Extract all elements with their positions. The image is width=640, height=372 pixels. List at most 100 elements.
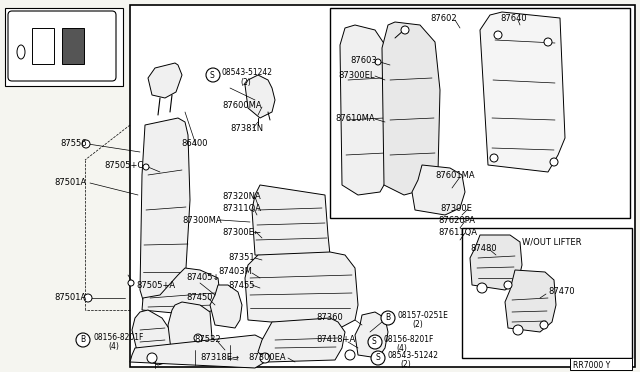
- Circle shape: [260, 353, 270, 363]
- Circle shape: [82, 140, 90, 148]
- Bar: [5, 8, 123, 86]
- Text: RR7000 Y: RR7000 Y: [573, 360, 611, 369]
- Text: (4): (4): [396, 344, 407, 353]
- Polygon shape: [480, 12, 565, 172]
- Text: S: S: [375, 353, 380, 362]
- Text: 87381N: 87381N: [230, 124, 263, 132]
- Text: 87360: 87360: [316, 314, 343, 323]
- FancyBboxPatch shape: [8, 11, 116, 81]
- Text: 08157-0251E: 08157-0251E: [398, 311, 449, 320]
- Text: 87532: 87532: [194, 336, 221, 344]
- Text: 87556: 87556: [60, 138, 86, 148]
- Ellipse shape: [17, 45, 25, 59]
- Text: 87610MA: 87610MA: [335, 113, 374, 122]
- Text: 87640: 87640: [500, 13, 527, 22]
- Polygon shape: [148, 63, 182, 98]
- Text: 87351: 87351: [228, 253, 255, 263]
- Circle shape: [544, 38, 552, 46]
- Text: 87300MA: 87300MA: [182, 215, 221, 224]
- Polygon shape: [382, 22, 440, 195]
- Polygon shape: [258, 318, 345, 362]
- Text: 87450: 87450: [186, 294, 212, 302]
- Bar: [462, 228, 632, 358]
- Text: (2): (2): [400, 360, 411, 369]
- Text: 87403M: 87403M: [218, 267, 252, 276]
- Text: 87611QA: 87611QA: [438, 228, 477, 237]
- Text: (4): (4): [108, 343, 119, 352]
- Text: B: B: [385, 314, 390, 323]
- Text: 87311QA: 87311QA: [222, 203, 261, 212]
- Text: (2): (2): [240, 77, 251, 87]
- Text: 87455: 87455: [228, 280, 255, 289]
- Bar: [330, 8, 630, 218]
- Text: 87505+C: 87505+C: [104, 160, 143, 170]
- Circle shape: [368, 335, 382, 349]
- Text: 87320NA: 87320NA: [222, 192, 260, 201]
- Polygon shape: [140, 118, 190, 305]
- Circle shape: [147, 353, 157, 363]
- Text: S: S: [210, 71, 215, 80]
- Text: 87300EL: 87300EL: [338, 71, 374, 80]
- Polygon shape: [355, 312, 388, 358]
- Circle shape: [381, 311, 395, 325]
- Text: 08156-8201F: 08156-8201F: [93, 333, 143, 341]
- Text: 08543-51242: 08543-51242: [387, 350, 438, 359]
- Polygon shape: [245, 252, 358, 328]
- Circle shape: [371, 351, 385, 365]
- Polygon shape: [132, 310, 172, 365]
- Circle shape: [143, 164, 149, 170]
- Text: 86400: 86400: [181, 138, 207, 148]
- Polygon shape: [130, 335, 268, 368]
- Text: 87318E→: 87318E→: [200, 353, 239, 362]
- Circle shape: [504, 281, 512, 289]
- Text: 87480: 87480: [470, 244, 497, 253]
- Text: 87418+A: 87418+A: [316, 336, 355, 344]
- Circle shape: [540, 321, 548, 329]
- Text: 87300E←: 87300E←: [222, 228, 261, 237]
- Text: 87470: 87470: [548, 288, 575, 296]
- Bar: [32, 28, 54, 64]
- Polygon shape: [252, 185, 330, 260]
- Text: S: S: [372, 337, 377, 346]
- Polygon shape: [245, 75, 275, 118]
- Text: B: B: [80, 336, 85, 344]
- Bar: [130, 5, 635, 367]
- Polygon shape: [210, 285, 242, 328]
- Text: W/OUT LIFTER: W/OUT LIFTER: [522, 237, 582, 247]
- Circle shape: [513, 325, 523, 335]
- Polygon shape: [142, 268, 220, 315]
- Text: 08156-8201F: 08156-8201F: [384, 334, 435, 343]
- Text: 87603: 87603: [350, 55, 377, 64]
- Circle shape: [194, 334, 202, 342]
- Text: 87405↓: 87405↓: [186, 273, 220, 282]
- Text: (2): (2): [412, 321, 423, 330]
- Circle shape: [76, 333, 90, 347]
- Text: 87300E: 87300E: [440, 203, 472, 212]
- Text: 87501A: 87501A: [54, 177, 86, 186]
- Polygon shape: [505, 270, 556, 332]
- Circle shape: [206, 68, 220, 82]
- Polygon shape: [412, 165, 465, 215]
- Polygon shape: [470, 235, 522, 290]
- Circle shape: [550, 158, 558, 166]
- Circle shape: [401, 26, 409, 34]
- Text: 87505+A: 87505+A: [136, 280, 175, 289]
- Circle shape: [494, 31, 502, 39]
- Text: 87601MA: 87601MA: [435, 170, 475, 180]
- Text: 87300EA: 87300EA: [248, 353, 285, 362]
- Circle shape: [128, 280, 134, 286]
- Text: 87600MA: 87600MA: [222, 100, 262, 109]
- Circle shape: [84, 294, 92, 302]
- Bar: [62, 28, 84, 64]
- Text: 87602: 87602: [430, 13, 456, 22]
- Bar: [570, 358, 632, 370]
- Text: 08543-51242: 08543-51242: [222, 67, 273, 77]
- Polygon shape: [168, 302, 212, 362]
- Circle shape: [477, 283, 487, 293]
- Circle shape: [345, 350, 355, 360]
- Circle shape: [490, 154, 498, 162]
- Circle shape: [375, 59, 381, 65]
- Text: 87620PA: 87620PA: [438, 215, 475, 224]
- Polygon shape: [340, 25, 390, 195]
- Text: 87501A: 87501A: [54, 294, 86, 302]
